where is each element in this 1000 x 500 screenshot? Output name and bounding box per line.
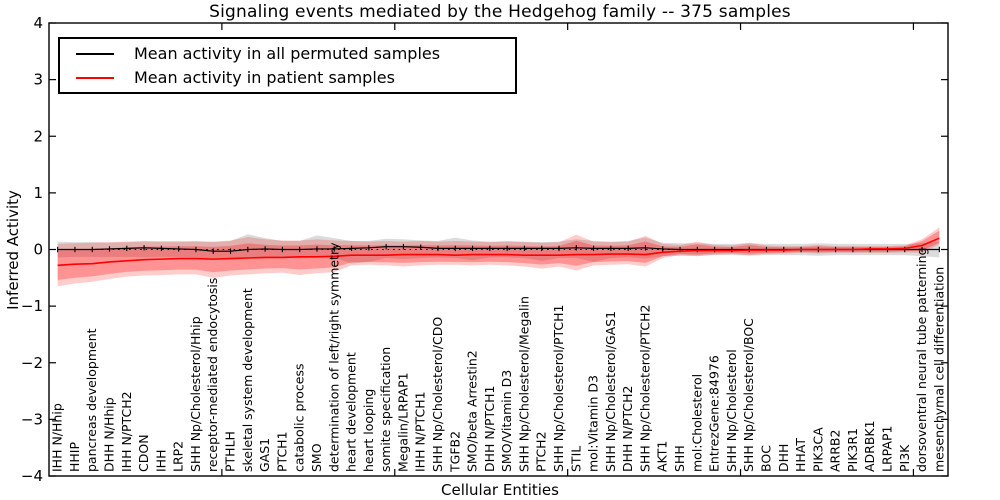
x-category-label: HHIP: [67, 442, 82, 472]
x-category-label: AKT1: [655, 441, 670, 472]
x-category-label: heart development: [344, 352, 359, 472]
x-category-label: SHH Np/Cholesterol/GAS1: [603, 311, 618, 472]
x-category-label: IHH: [153, 450, 168, 473]
x-category-label: PIK3R1: [845, 428, 860, 472]
legend-line-sample-permuted: [76, 52, 114, 55]
y-tick-label: 1: [33, 184, 43, 202]
x-category-label: mol:Vitamin D3: [586, 375, 601, 472]
x-category-label: heart looping: [361, 389, 376, 472]
x-category-label: BOC: [758, 445, 773, 472]
x-category-label: ARRB2: [828, 430, 843, 472]
y-tick-label: 3: [33, 71, 43, 89]
x-category-label: SHH Np/Cholesterol/BOC: [741, 318, 756, 472]
x-category-label: DHH: [776, 444, 791, 472]
y-tick-label: −4: [21, 467, 43, 485]
x-category-label: pancreas development: [84, 328, 99, 472]
x-category-label: ADRBK1: [862, 420, 877, 472]
x-category-label: dorsoventral neural tube patterning: [914, 248, 929, 473]
x-category-label: DHH N/PTCH1: [482, 386, 497, 472]
x-category-label: somite specification: [378, 347, 393, 472]
x-category-label: EntrezGene:84976: [707, 355, 722, 472]
x-category-label: determination of left/right symmetry: [326, 242, 341, 472]
x-category-label: SMO: [309, 443, 324, 472]
x-category-label: PTHLH: [223, 431, 238, 472]
x-category-label: SMO/Vitamin D3: [499, 370, 514, 472]
patient-band-outer: [57, 227, 940, 287]
y-tick-label: −1: [21, 297, 43, 315]
x-category-label: SMO/beta Arrestin2: [465, 350, 480, 472]
x-category-label: LRP2: [171, 441, 186, 472]
patient-mean-line: [57, 237, 940, 267]
y-axis-label: Inferred Activity: [4, 190, 22, 310]
x-category-label: STIL: [568, 446, 583, 472]
x-category-label: SHH Np/Cholesterol/Megalin: [516, 296, 531, 472]
chart-title: Signaling events mediated by the Hedgeho…: [209, 2, 791, 22]
x-category-label: PIK3CA: [810, 427, 825, 472]
x-category-label: GAS1: [257, 438, 272, 472]
x-category-label: IHH N/PTCH1: [413, 391, 428, 472]
y-tick-label: 2: [33, 127, 43, 145]
x-category-label: LRPAP1: [879, 426, 894, 472]
legend-item-patient: Mean activity in patient samples: [76, 68, 515, 87]
y-tick-label: 4: [33, 14, 43, 32]
y-tick-label: −2: [21, 354, 43, 372]
x-category-label: PTCH2: [534, 431, 549, 472]
legend: Mean activity in all permuted samples Me…: [58, 37, 517, 94]
x-category-label: SHH: [672, 445, 687, 472]
x-category-label: mesenchymal cell differentiation: [931, 267, 946, 472]
x-category-label: SHH Np/Cholesterol: [724, 349, 739, 472]
x-category-label: CDON: [136, 434, 151, 472]
x-category-label: DHH N/Hhip: [102, 397, 117, 472]
legend-line-sample-patient: [76, 76, 114, 79]
x-category-label: PTCH1: [274, 431, 289, 472]
x-category-label: TGFB2: [447, 431, 462, 473]
x-category-label: skeletal system development: [240, 288, 255, 472]
x-category-label: DHH N/PTCH2: [620, 386, 635, 472]
legend-label-permuted: Mean activity in all permuted samples: [134, 44, 441, 63]
x-category-label: PI3K: [897, 444, 912, 472]
x-category-label: SHH Np/Cholesterol/CDO: [430, 317, 445, 472]
x-axis-label: Cellular Entities: [441, 481, 559, 499]
x-category-label: HHAT: [793, 438, 808, 472]
x-category-label: Megalin/LRPAP1: [395, 372, 410, 472]
x-category-label: catabolic process: [292, 363, 307, 472]
y-tick-label: 0: [33, 241, 43, 259]
legend-label-patient: Mean activity in patient samples: [134, 68, 395, 87]
x-category-label: SHH Np/Cholesterol/PTCH2: [637, 305, 652, 473]
legend-item-permuted: Mean activity in all permuted samples: [76, 44, 515, 63]
x-category-label: mol:Cholesterol: [689, 374, 704, 472]
x-category-label: receptor-mediated endocytosis: [205, 278, 220, 472]
y-tick-label: −3: [21, 410, 43, 428]
x-category-label: SHH Np/Cholesterol/PTCH1: [551, 305, 566, 473]
x-category-label: SHH Np/Cholesterol/Hhip: [188, 316, 203, 472]
x-category-label: IHH N/PTCH2: [119, 391, 134, 472]
x-category-label: IHH N/Hhip: [50, 403, 65, 472]
